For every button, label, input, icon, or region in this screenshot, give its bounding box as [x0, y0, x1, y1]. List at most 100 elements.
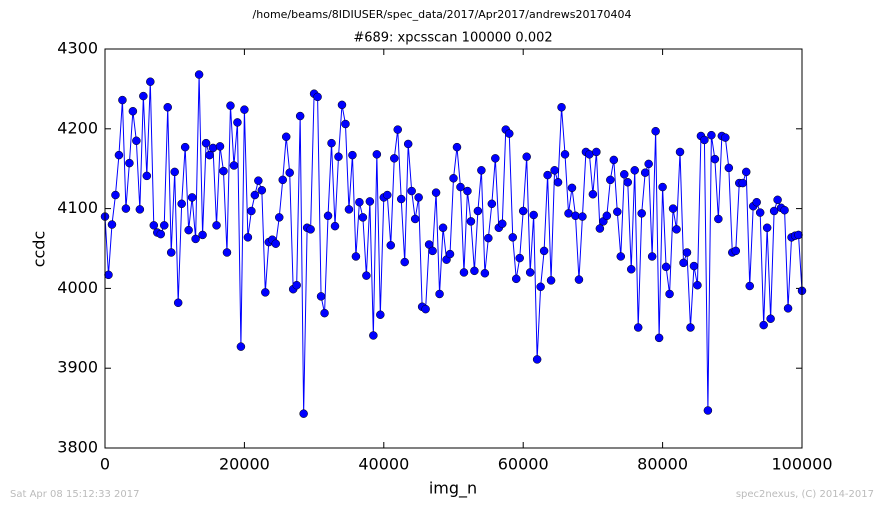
- data-point: [215, 142, 225, 151]
- y-tick-label: 3800: [57, 438, 98, 457]
- data-point: [574, 275, 584, 284]
- data-point: [623, 178, 632, 187]
- data-point: [358, 213, 368, 222]
- data-point: [135, 205, 145, 214]
- data-point: [480, 268, 490, 278]
- data-point: [240, 105, 249, 114]
- data-point: [741, 167, 751, 177]
- data-point: [376, 310, 385, 319]
- data-point: [114, 150, 124, 160]
- data-point: [592, 147, 601, 157]
- data-point: [470, 266, 479, 276]
- data-point: [487, 199, 497, 209]
- data-point: [428, 246, 437, 256]
- data-point: [341, 119, 350, 129]
- data-point: [668, 204, 678, 213]
- data-point: [505, 129, 514, 138]
- x-axis-label: img_n: [429, 479, 477, 499]
- data-point: [323, 211, 333, 221]
- data-point: [362, 271, 371, 280]
- data-point: [529, 210, 538, 220]
- data-point: [156, 229, 166, 239]
- data-point: [686, 323, 695, 332]
- data-point: [219, 166, 228, 176]
- y-tick-label: 4000: [57, 278, 98, 297]
- data-point: [553, 178, 563, 187]
- data-point: [414, 193, 423, 202]
- data-point: [637, 209, 646, 218]
- data-point: [606, 175, 615, 185]
- data-point: [128, 106, 138, 116]
- data-point: [640, 168, 650, 177]
- data-point: [330, 221, 340, 231]
- data-point: [477, 166, 486, 175]
- data-point: [396, 194, 406, 204]
- data-point: [173, 298, 183, 308]
- data-point: [390, 154, 399, 163]
- data-point: [184, 225, 193, 235]
- footer-right: spec2nexus, (C) 2014-2017: [736, 489, 874, 500]
- data-point: [595, 224, 605, 233]
- data-point: [449, 174, 458, 183]
- data-point: [689, 261, 699, 271]
- data-point: [766, 314, 775, 323]
- data-point: [445, 249, 455, 259]
- data-point: [386, 241, 396, 250]
- data-point: [721, 133, 730, 142]
- data-point: [187, 193, 197, 202]
- data-point: [383, 190, 392, 200]
- data-point: [132, 136, 141, 146]
- data-point: [271, 239, 281, 248]
- data-point: [738, 178, 748, 188]
- data-point: [431, 188, 441, 197]
- data-point: [233, 118, 242, 127]
- data-point: [421, 304, 430, 314]
- data-point: [236, 342, 246, 351]
- data-point: [780, 205, 789, 215]
- data-point: [672, 225, 681, 234]
- data-point: [159, 221, 169, 230]
- data-point: [560, 150, 570, 159]
- data-point: [463, 186, 472, 196]
- data-point: [731, 246, 741, 256]
- data-point: [633, 323, 643, 332]
- x-tick-label: 40000: [358, 455, 409, 474]
- y-tick-label: 4300: [57, 39, 98, 58]
- data-point: [208, 143, 218, 153]
- y-tick-label: 4100: [57, 198, 98, 217]
- data-point: [626, 264, 636, 274]
- data-point: [121, 204, 131, 213]
- data-point: [292, 280, 301, 290]
- data-point: [337, 100, 347, 110]
- data-point: [703, 406, 713, 415]
- data-point: [166, 248, 176, 257]
- data-point: [675, 147, 685, 157]
- chart-title: #689: xpcsscan 100000 0.002: [353, 31, 552, 46]
- data-point: [278, 175, 287, 185]
- x-tick-label: 20000: [219, 455, 270, 474]
- data-point: [630, 166, 639, 175]
- data-point: [755, 208, 765, 217]
- data-point: [661, 262, 671, 272]
- data-point: [724, 163, 734, 173]
- data-point: [198, 230, 207, 240]
- plot-area: 0 20000 40000 60000 80000 100000 3800 3900 4000 4…: [57, 39, 832, 474]
- data-point: [295, 111, 305, 121]
- data-point: [299, 409, 308, 418]
- data-point: [466, 217, 476, 226]
- data-point: [438, 223, 448, 233]
- data-point: [111, 190, 120, 200]
- x-tick-label: 100000: [771, 455, 832, 474]
- x-tick-label: 80000: [637, 455, 688, 474]
- data-point: [351, 252, 361, 261]
- data-point: [275, 213, 284, 222]
- data-point: [407, 186, 416, 196]
- data-point: [714, 214, 723, 224]
- axes-frame: [104, 48, 803, 449]
- data-point: [410, 214, 420, 224]
- data-point: [644, 159, 653, 169]
- data-point: [693, 280, 702, 290]
- data-point: [285, 168, 294, 177]
- data-point: [177, 199, 186, 209]
- data-point: [316, 292, 326, 301]
